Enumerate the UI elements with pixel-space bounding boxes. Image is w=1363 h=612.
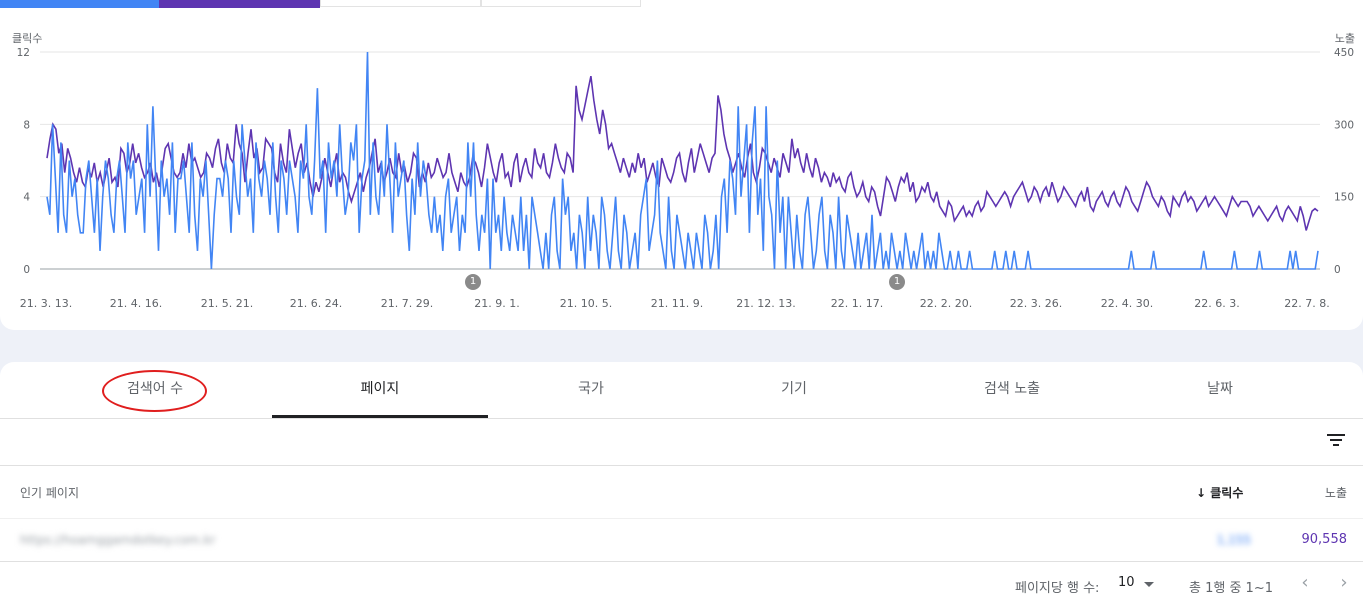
left-axis-tick: 8: [23, 119, 30, 131]
right-axis-tick: 150: [1334, 192, 1354, 204]
chevron-down-icon[interactable]: [1144, 582, 1154, 587]
x-axis-tick: 22. 7. 8.: [1284, 297, 1330, 310]
x-axis-tick: 21. 10. 5.: [559, 297, 613, 310]
left-axis-tick: 12: [17, 47, 30, 59]
dimension-tabs: 검색어 수 페이지 국가 기기 검색 노출 날짜: [0, 362, 1363, 419]
left-axis-tick: 0: [23, 264, 30, 276]
left-axis-label: 클릭수: [12, 32, 43, 45]
annotation-marker[interactable]: 1: [889, 274, 905, 290]
clicks-cell: 1,155: [1216, 533, 1251, 547]
x-axis-tick: 22. 3. 26.: [1009, 297, 1063, 310]
x-axis-tick: 22. 6. 3.: [1194, 297, 1240, 310]
annotation-marker[interactable]: 1: [465, 274, 481, 290]
tab-countries[interactable]: 국가: [578, 381, 604, 397]
table-header: 인기 페이지 ↓ 클릭수 노출: [0, 466, 1363, 516]
x-axis-tick: 22. 1. 17.: [830, 297, 884, 310]
right-axis-label: 노출: [1334, 32, 1355, 45]
metric-tab-impressions[interactable]: [159, 0, 320, 8]
pagination-bar: 페이지당 행 수: 10 총 1행 중 1~1 ‹ ›: [0, 560, 1363, 612]
tab-search-appearance[interactable]: 검색 노출: [984, 381, 1040, 397]
report-table-card: 검색어 수 페이지 국가 기기 검색 노출 날짜 인기 페이지 ↓ 클릭수 노출…: [0, 362, 1363, 612]
prev-page-icon[interactable]: ‹: [1301, 572, 1309, 593]
x-axis-tick: 22. 2. 20.: [919, 297, 973, 310]
tab-queries[interactable]: 검색어 수: [127, 381, 183, 397]
impressions-cell: 90,558: [1301, 532, 1348, 547]
x-axis-tick: 22. 4. 30.: [1100, 297, 1154, 310]
active-tab-indicator: [272, 415, 488, 418]
x-axis-tick: 21. 4. 16.: [109, 297, 163, 310]
next-page-icon[interactable]: ›: [1340, 572, 1348, 593]
performance-chart-card: 클릭수 노출 12 450 8 300 4 150 0 0 21. 3. 13. 21. 4. …: [0, 0, 1363, 330]
column-header-impressions[interactable]: 노출: [1324, 486, 1347, 500]
metric-tab-ctr[interactable]: [320, 0, 481, 7]
x-axis-tick: 21. 12. 13.: [736, 297, 796, 310]
x-axis-tick: 21. 7. 29.: [380, 297, 434, 310]
table-row[interactable]: https://hoamggamdotkey.com.kr 1,155 90,5…: [0, 518, 1363, 562]
page-url-cell[interactable]: https://hoamggamdotkey.com.kr: [20, 533, 216, 547]
rows-per-page-label: 페이지당 행 수:: [1015, 581, 1100, 596]
left-axis-tick: 4: [23, 192, 30, 204]
column-header-clicks-label: 클릭수: [1210, 486, 1244, 500]
x-axis-tick: 21. 5. 21.: [200, 297, 254, 310]
rows-per-page-select[interactable]: 10: [1118, 575, 1135, 590]
clicks-series-line: [46, 51, 1319, 270]
impressions-series-line: [46, 75, 1319, 231]
column-header-page[interactable]: 인기 페이지: [20, 486, 80, 500]
line-chart: 12 450 8 300 4 150 0 0: [17, 47, 1354, 276]
x-axis-tick: 21. 9. 1.: [474, 297, 520, 310]
x-axis-tick: 21. 3. 13.: [19, 297, 73, 310]
x-axis-tick: 21. 11. 9.: [650, 297, 704, 310]
filter-icon[interactable]: [1327, 433, 1345, 449]
tab-devices[interactable]: 기기: [781, 381, 807, 397]
right-axis-tick: 450: [1334, 47, 1354, 59]
tab-dates[interactable]: 날짜: [1207, 381, 1233, 397]
metric-tab-clicks[interactable]: [0, 0, 159, 8]
sort-arrow-icon: ↓: [1196, 486, 1207, 500]
right-axis-tick: 300: [1334, 119, 1354, 131]
page-range-text: 총 1행 중 1~1: [1189, 581, 1273, 596]
column-header-clicks[interactable]: ↓ 클릭수: [1196, 484, 1243, 501]
metric-tab-position[interactable]: [481, 0, 641, 7]
x-axis-tick: 21. 6. 24.: [289, 297, 343, 310]
table-toolbar: [0, 419, 1363, 466]
tab-pages[interactable]: 페이지: [360, 381, 400, 397]
right-axis-tick: 0: [1334, 264, 1341, 276]
